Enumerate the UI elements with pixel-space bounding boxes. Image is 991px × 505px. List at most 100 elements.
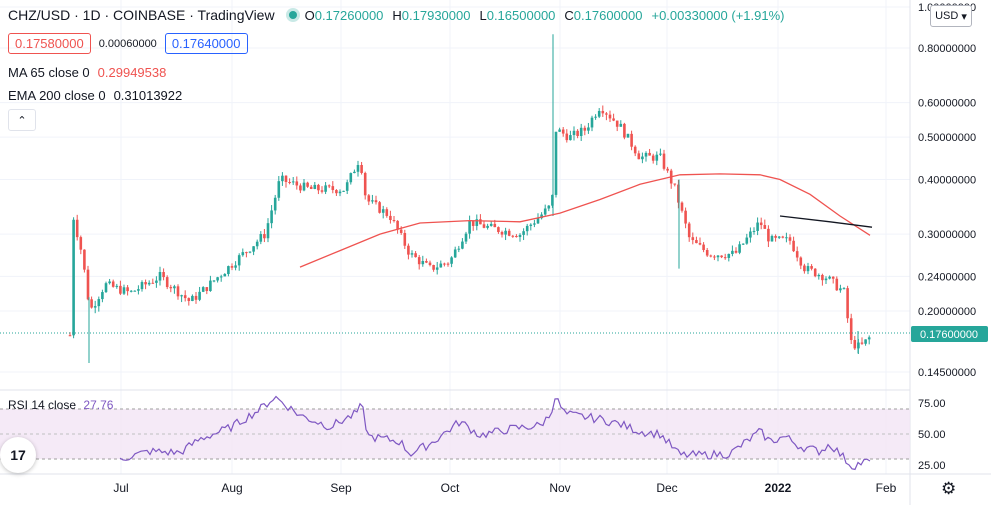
candle-body (677, 184, 680, 203)
candle-body (525, 225, 529, 232)
candle-body (569, 135, 572, 141)
price-tick-label: 0.20000000 (918, 306, 976, 318)
gear-icon[interactable]: ⚙ (941, 479, 957, 498)
candle-body (605, 113, 608, 115)
candle-body (515, 235, 518, 238)
candle-body (255, 241, 259, 247)
candle-body (821, 274, 824, 281)
candle-body (403, 232, 407, 246)
candle-body (511, 235, 515, 237)
candle-body (839, 288, 842, 291)
ask-button[interactable]: 0.17640000 (164, 33, 248, 54)
time-tick-label: Feb (876, 481, 897, 495)
symbol-title[interactable]: CHZ/USD · 1D · COINBASE · TradingView (8, 7, 275, 23)
currency-select[interactable]: USD ▾ (930, 5, 972, 27)
price-axis[interactable]: 1.000000000.800000000.600000000.50000000… (918, 2, 976, 379)
candle-body (263, 234, 266, 239)
candle-body (788, 237, 792, 241)
price-tick-label: 0.14500000 (918, 367, 976, 379)
candle-body (335, 190, 338, 194)
tradingview-logo-icon[interactable]: 17 (0, 437, 36, 473)
candle-body (630, 133, 633, 147)
candle-body (810, 266, 813, 269)
candle-body (608, 114, 612, 119)
candle-body (792, 240, 795, 252)
candle-body (504, 230, 507, 235)
candle-body (457, 248, 461, 250)
candle-body (385, 209, 389, 216)
time-tick-label: Aug (221, 481, 242, 495)
ema-legend[interactable]: EMA 200 close 0 0.31013922 (8, 88, 182, 103)
candle-body (194, 295, 198, 300)
quote-row: 0.17580000 0.00060000 0.17640000 (8, 33, 256, 54)
candle-body (551, 194, 554, 206)
candle-body (723, 257, 727, 259)
candle-body (273, 197, 277, 211)
ma-legend[interactable]: MA 65 close 0 0.29949538 (8, 65, 166, 80)
candle-body (565, 133, 569, 141)
candle-body (777, 236, 781, 238)
candle-body (374, 200, 378, 203)
candle-body (590, 117, 594, 128)
candle-body (252, 246, 255, 252)
rsi-label: RSI 14 close (8, 398, 77, 412)
candle-body (176, 286, 180, 297)
candle-body (83, 249, 86, 270)
candle-body (237, 255, 241, 266)
candle-body (594, 116, 597, 118)
candle-body (731, 250, 734, 254)
change-value: +0.00330000 (+1.91%) (651, 7, 785, 23)
candle-body (93, 306, 97, 308)
candle-body (245, 252, 248, 254)
candle-body (497, 227, 500, 233)
candle-body (684, 210, 687, 224)
candle-body (500, 232, 504, 235)
candle-body (115, 285, 119, 287)
candle-body (446, 263, 450, 265)
candle-body (205, 287, 209, 292)
candle-body (331, 186, 335, 191)
candle-body (129, 290, 133, 292)
candle-body (763, 225, 767, 229)
candle-body (165, 277, 169, 288)
price-tick-label: 0.60000000 (918, 98, 976, 110)
grid-lines (0, 0, 910, 474)
candle-body (122, 287, 126, 294)
rsi-value: 27.76 (83, 398, 114, 412)
candle-body (183, 295, 187, 299)
candle-body (702, 244, 705, 251)
candle-body (108, 281, 111, 284)
candle-body (306, 182, 309, 187)
candle-body (327, 185, 331, 187)
candle-body (162, 272, 165, 278)
bid-button[interactable]: 0.17580000 (8, 33, 91, 54)
candle-body (345, 182, 349, 191)
candle-body (288, 182, 291, 184)
candle-body (691, 237, 695, 241)
time-tick-label: Dec (656, 481, 677, 495)
close-value: 0.17600000 (573, 7, 643, 23)
candle-body (90, 299, 93, 308)
candle-body (752, 230, 756, 232)
candle-body (767, 228, 770, 242)
last-price-tag (911, 326, 988, 342)
collapse-legend-button[interactable]: ⌃ (8, 109, 36, 131)
rsi-legend[interactable]: RSI 14 close 27.76 (8, 398, 113, 412)
ma-value: 0.29949538 (97, 65, 167, 80)
candle-body (248, 251, 252, 253)
ma-label: MA 65 close 0 (8, 65, 90, 80)
rsi-line (119, 395, 871, 471)
candle-body (579, 127, 583, 136)
candle-body (734, 250, 738, 253)
time-axis[interactable]: Jul Aug Sep Oct Nov Dec 2022 Feb (113, 481, 896, 495)
candle-body (187, 298, 191, 302)
candle-body (785, 237, 788, 239)
candle-body (425, 261, 428, 263)
candle-body (342, 190, 345, 192)
candle-body (644, 152, 648, 157)
candle-body (561, 129, 565, 134)
candle-body (119, 285, 122, 294)
low-label: L (479, 7, 487, 23)
candle-body (363, 172, 367, 196)
